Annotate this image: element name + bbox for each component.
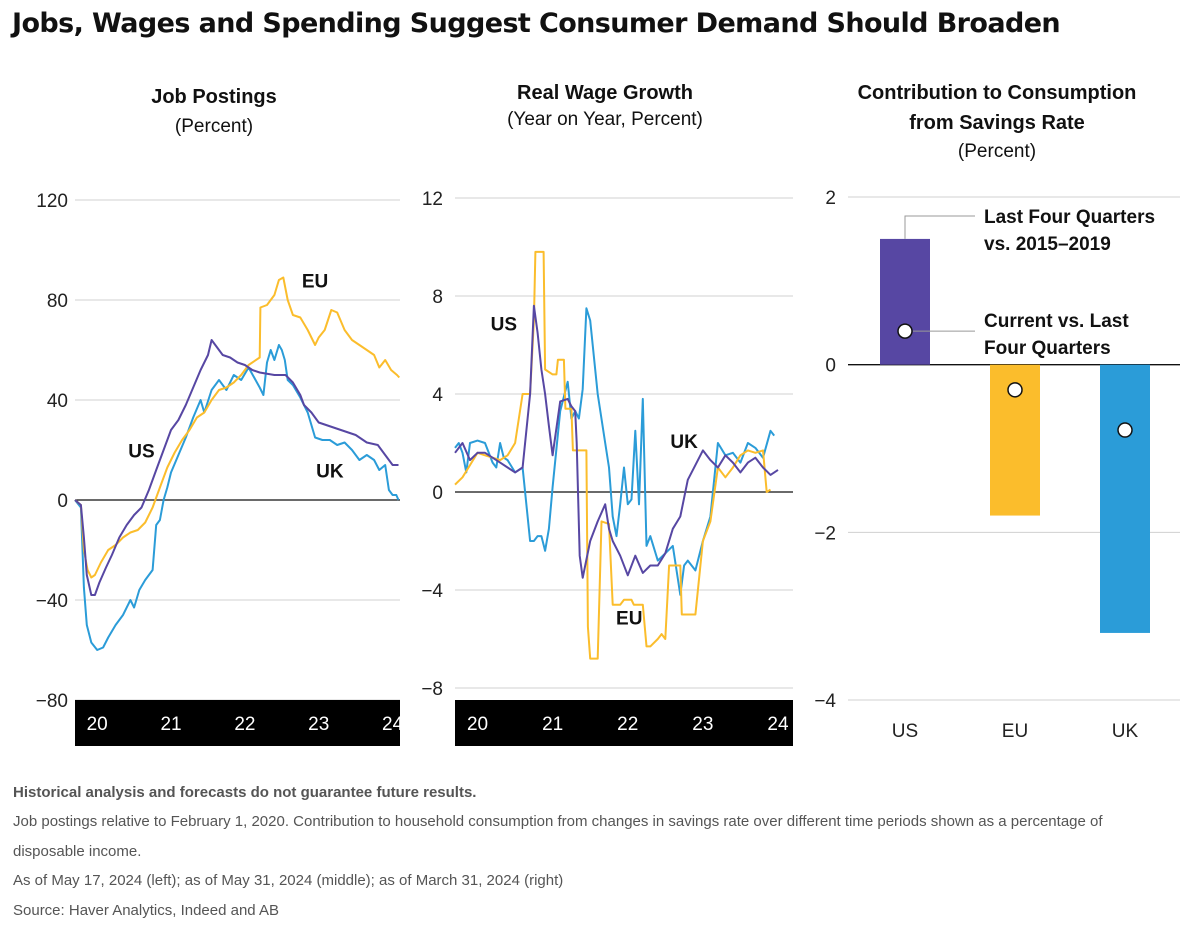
p3-y-tick-label: 0 [825, 356, 836, 377]
p3-y-tick-label: −2 [814, 523, 836, 544]
p3-x-category-label: UK [1112, 721, 1139, 742]
p2-x-axis-band [455, 700, 793, 746]
p1-y-tick-label: 40 [47, 391, 68, 412]
p1-series-uk-line [74, 344, 400, 651]
p3-dot-eu [1007, 382, 1023, 398]
panel1-title: Job Postings [151, 86, 277, 108]
footnote-disclaimer: Historical analysis and forecasts do not… [13, 784, 477, 801]
panel2-title: Real Wage Growth [517, 82, 693, 104]
p2-x-tick-label: 21 [542, 714, 563, 735]
p1-series-eu-line [74, 276, 401, 579]
footnote-source: Source: Haver Analytics, Indeed and AB [13, 902, 279, 919]
p1-x-tick-label: 24 [382, 714, 404, 735]
p1-series-label-uk: UK [316, 462, 344, 483]
main-title: Jobs, Wages and Spending Suggest Consume… [12, 8, 1061, 39]
p2-series-eu-line [454, 250, 772, 660]
p3-bar-legend-label: vs. 2015–2019 [984, 234, 1111, 255]
p2-series-label-uk: UK [670, 432, 698, 453]
p2-x-tick-label: 24 [767, 714, 789, 735]
p1-series-label-us: US [128, 442, 154, 463]
p3-dot-us [897, 323, 913, 339]
p1-y-tick-label: 80 [47, 291, 68, 312]
panel2-subtitle: (Year on Year, Percent) [507, 109, 703, 130]
p2-series-us-line [454, 304, 779, 579]
p2-series-label-eu: EU [616, 608, 642, 629]
footnote-as-of: As of May 17, 2024 (left); as of May 31,… [13, 872, 564, 889]
p2-y-tick-label: −4 [421, 581, 443, 602]
p2-y-tick-label: −8 [421, 679, 443, 700]
p1-y-tick-label: 0 [57, 491, 68, 512]
p1-series-us-line [74, 339, 399, 596]
p1-y-tick-label: −80 [36, 691, 68, 712]
panel1-subtitle: (Percent) [174, 116, 254, 137]
p1-x-tick-label: 21 [160, 714, 181, 735]
p3-dot-legend-label: Four Quarters [984, 338, 1111, 359]
p1-x-tick-label: 20 [87, 714, 108, 735]
p2-y-tick-label: 12 [422, 189, 443, 210]
p3-x-category-label: EU [1002, 721, 1028, 742]
p2-y-tick-label: 0 [432, 483, 443, 504]
p1-y-tick-label: −40 [36, 591, 68, 612]
p2-x-tick-label: 20 [467, 714, 488, 735]
p3-bar-legend-leader [904, 215, 975, 239]
p2-x-tick-label: 22 [617, 714, 638, 735]
footnote-definitions-line2: disposable income. [13, 843, 142, 860]
p1-x-tick-label: 22 [234, 714, 255, 735]
p3-dot-legend-label: Current vs. Last [984, 311, 1129, 332]
p3-x-category-label: US [892, 721, 918, 742]
p2-y-tick-label: 8 [432, 287, 443, 308]
footnote-definitions-line1: Job postings relative to February 1, 202… [13, 813, 1103, 830]
p3-y-tick-label: 2 [825, 188, 836, 209]
p3-bar-legend-label: Last Four Quarters [984, 207, 1155, 228]
p3-bar-us [880, 238, 930, 365]
p2-series-uk-line [454, 307, 775, 596]
p2-series-label-us: US [491, 314, 517, 335]
p2-x-tick-label: 23 [692, 714, 713, 735]
p1-y-tick-label: 120 [36, 191, 68, 212]
panel3-subtitle: (Percent) [957, 141, 1037, 162]
p3-bar-uk [1100, 364, 1150, 633]
p1-x-tick-label: 23 [308, 714, 329, 735]
panel3-title-line1: Contribution to Consumption [857, 82, 1137, 104]
p3-dot-uk [1117, 422, 1133, 438]
panel3-title-line2: from Savings Rate [909, 112, 1085, 134]
p1-series-label-eu: EU [302, 272, 328, 293]
p2-y-tick-label: 4 [432, 385, 443, 406]
p1-x-axis-band [75, 700, 400, 746]
p3-y-tick-label: −4 [814, 691, 836, 712]
